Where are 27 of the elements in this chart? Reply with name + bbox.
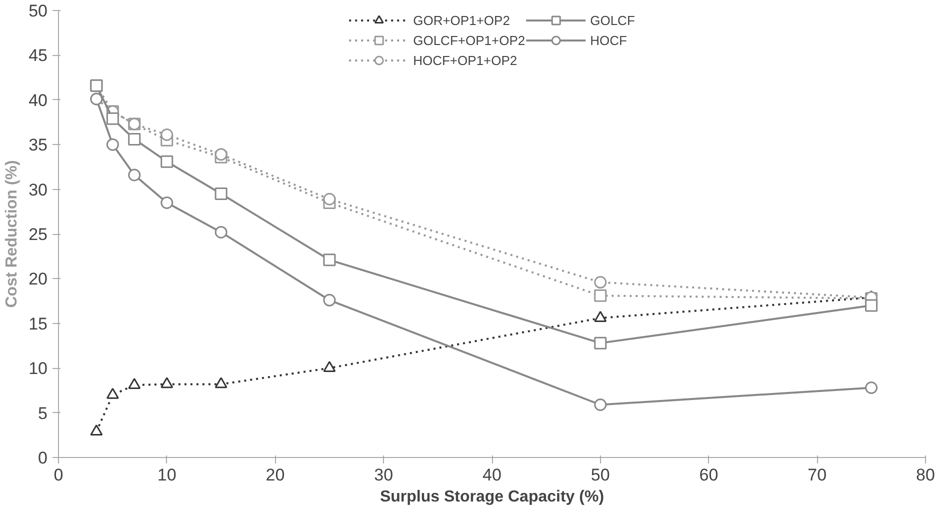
y-tick-label: 10 bbox=[28, 359, 48, 378]
y-axis-title: Cost Reduction (%) bbox=[4, 160, 21, 308]
x-tick-label: 60 bbox=[699, 466, 718, 484]
y-tick-label: 40 bbox=[28, 90, 48, 110]
x-tick-label: 40 bbox=[482, 466, 502, 484]
x-tick-label: 30 bbox=[374, 466, 394, 484]
legend-label: HOCF bbox=[590, 32, 627, 48]
y-tick-label: 5 bbox=[38, 404, 48, 423]
y-tick-label: 15 bbox=[28, 314, 48, 334]
x-tick-label: 10 bbox=[157, 466, 176, 484]
y-tick-label: 50 bbox=[28, 2, 48, 20]
y-tick-label: 45 bbox=[28, 46, 48, 66]
y-tick-label: 35 bbox=[28, 136, 48, 155]
y-tick-label: 20 bbox=[28, 270, 48, 289]
y-tick-label: 30 bbox=[28, 180, 48, 200]
x-tick-label: 0 bbox=[54, 466, 64, 484]
legend-label: GOR+OP1+OP2 bbox=[413, 12, 510, 28]
x-axis-title: Surplus Storage Capacity (%) bbox=[380, 488, 604, 506]
x-tick-label: 80 bbox=[916, 466, 935, 484]
x-tick-label: 70 bbox=[808, 466, 827, 484]
y-tick-label: 0 bbox=[38, 448, 48, 468]
y-tick-label: 25 bbox=[28, 225, 48, 244]
legend-label: GOLCF+OP1+OP2 bbox=[413, 32, 526, 48]
x-tick-label: 50 bbox=[590, 466, 610, 484]
legend-label: GOLCF bbox=[590, 12, 635, 28]
legend-label: HOCF+OP1+OP2 bbox=[413, 52, 518, 68]
x-tick-label: 20 bbox=[266, 466, 285, 484]
